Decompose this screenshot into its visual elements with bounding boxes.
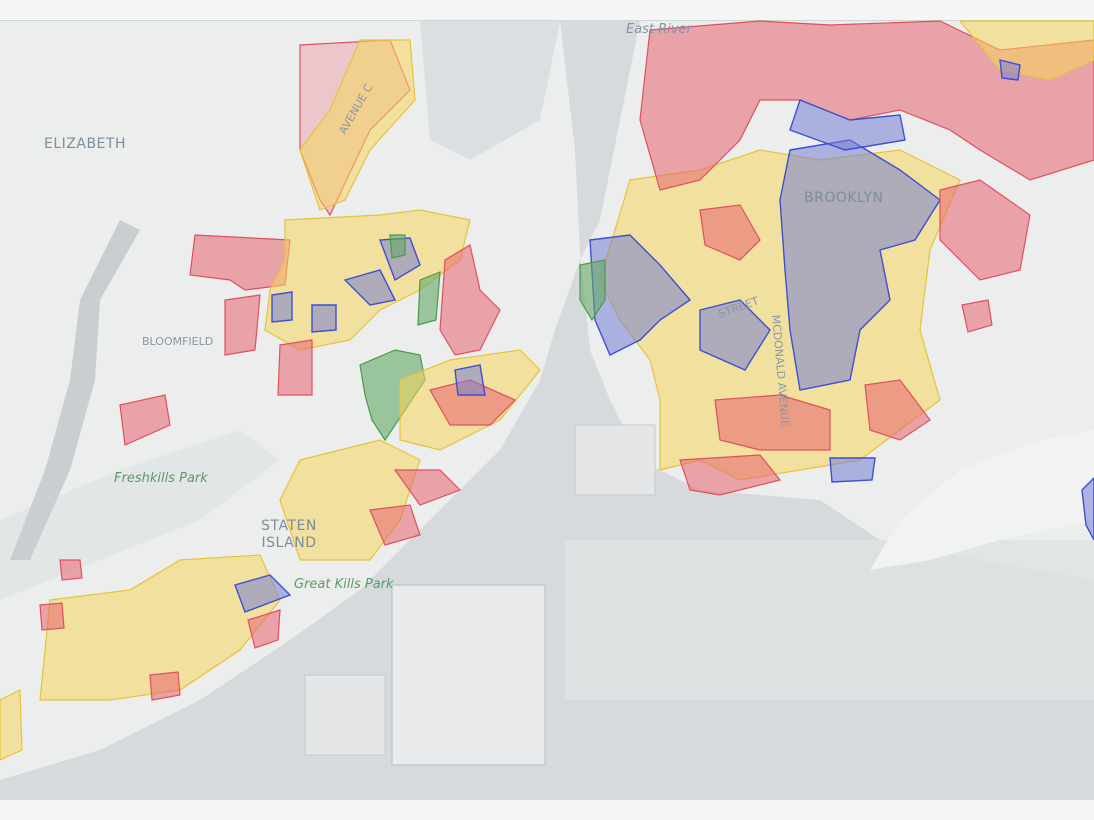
zone-blue [589,234,692,356]
zone-blue [1081,477,1094,541]
zone-blue [343,269,397,306]
zone-green [389,234,406,259]
place-label: STATEN [261,518,317,534]
top-bar [0,0,1094,20]
zone-yellow [299,39,416,211]
legend-box [304,674,386,756]
park-label: Freshkills Park [114,471,208,486]
zone-red [369,504,421,546]
inset-map [391,584,546,766]
place-label: ELIZABETH [44,136,126,152]
water-label: East River [626,22,694,37]
zone-red [864,379,931,441]
zone-red [939,179,1031,281]
place-label: BROOKLYN [804,190,884,206]
zone-red [277,339,313,396]
zone-blue [779,139,941,391]
zone-red [439,244,501,356]
zone-red [39,602,65,631]
zone-red [224,294,261,356]
zone-red [961,299,993,333]
zone-red [247,609,281,649]
zone-red [119,394,171,446]
zone-blue [234,574,292,613]
zone-red [149,671,181,701]
map-canvas: ELIZABETH BLOOMFIELD Freshkills Park STA… [0,20,1094,800]
land [870,430,1094,570]
zone-blue [829,457,876,483]
zone-blue [311,304,337,333]
park-label: Great Kills Park [294,577,394,592]
zone-blue [999,59,1021,81]
zone-red [679,454,782,496]
zone-red [699,204,761,261]
legend-box [574,424,656,496]
zone-yellow [0,689,23,761]
zone-blue [454,364,486,396]
zone-green [579,259,606,322]
water [420,21,560,160]
zone-red [393,469,462,506]
zone-blue [699,299,771,371]
zone-blue [271,291,293,323]
zone-red [639,20,1094,191]
zone-yellow [958,20,1094,81]
place-label: ISLAND [262,535,317,551]
zone-blue [789,99,906,151]
zone-green [417,271,441,326]
zone-red [714,394,831,451]
bottom-bar [0,800,1094,820]
marsh [0,430,280,600]
zone-red [59,559,83,581]
river [10,220,140,560]
map-sheet [565,540,1094,700]
place-label: BLOOMFIELD [142,335,213,348]
